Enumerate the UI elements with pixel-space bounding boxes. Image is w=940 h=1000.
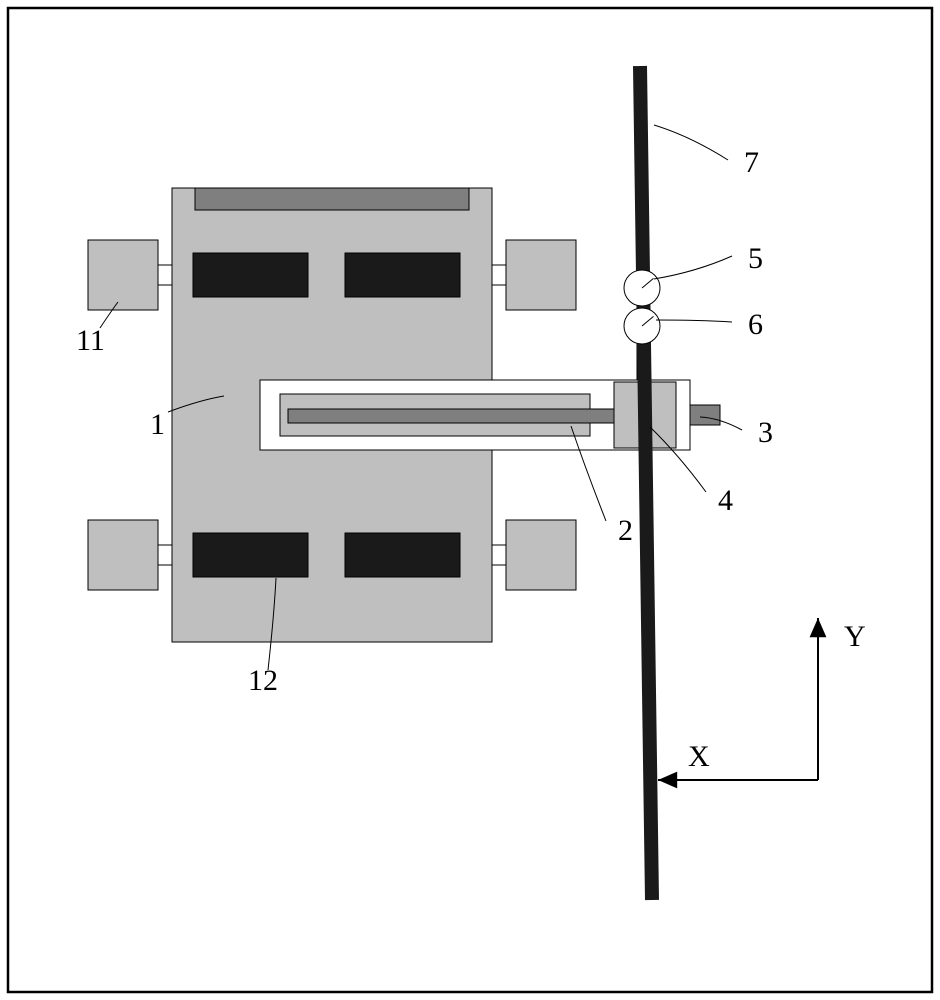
wheel-0 <box>88 240 158 310</box>
track-pad-0 <box>193 253 308 297</box>
label-6: 6 <box>748 308 763 341</box>
axis-y-label: Y <box>844 620 866 653</box>
axis-x-head <box>658 772 677 789</box>
leader-5 <box>654 256 732 279</box>
track-pad-1 <box>345 253 460 297</box>
axle-stub-left-1 <box>158 545 172 565</box>
wheel-1 <box>506 240 576 310</box>
chassis-top-strip <box>195 188 469 210</box>
label-12: 12 <box>248 664 278 697</box>
axis-y-head <box>810 618 827 637</box>
label-11: 11 <box>76 324 105 357</box>
axle-stub-right-0 <box>492 265 506 285</box>
label-3: 3 <box>758 416 773 449</box>
track-pad-2 <box>193 533 308 577</box>
label-5: 5 <box>748 242 763 275</box>
wheel-2 <box>88 520 158 590</box>
cable <box>640 66 652 900</box>
arm-rail-cap <box>690 405 720 425</box>
axis-x-label: X <box>688 740 710 773</box>
arm-rail <box>288 409 618 423</box>
axle-stub-left-0 <box>158 265 172 285</box>
label-1: 1 <box>150 408 165 441</box>
axle-stub-right-1 <box>492 545 506 565</box>
leader-7 <box>654 125 728 160</box>
leader-6 <box>656 320 732 322</box>
label-4: 4 <box>718 484 733 517</box>
label-7: 7 <box>744 146 759 179</box>
label-2: 2 <box>618 514 633 547</box>
wheel-3 <box>506 520 576 590</box>
track-pad-3 <box>345 533 460 577</box>
